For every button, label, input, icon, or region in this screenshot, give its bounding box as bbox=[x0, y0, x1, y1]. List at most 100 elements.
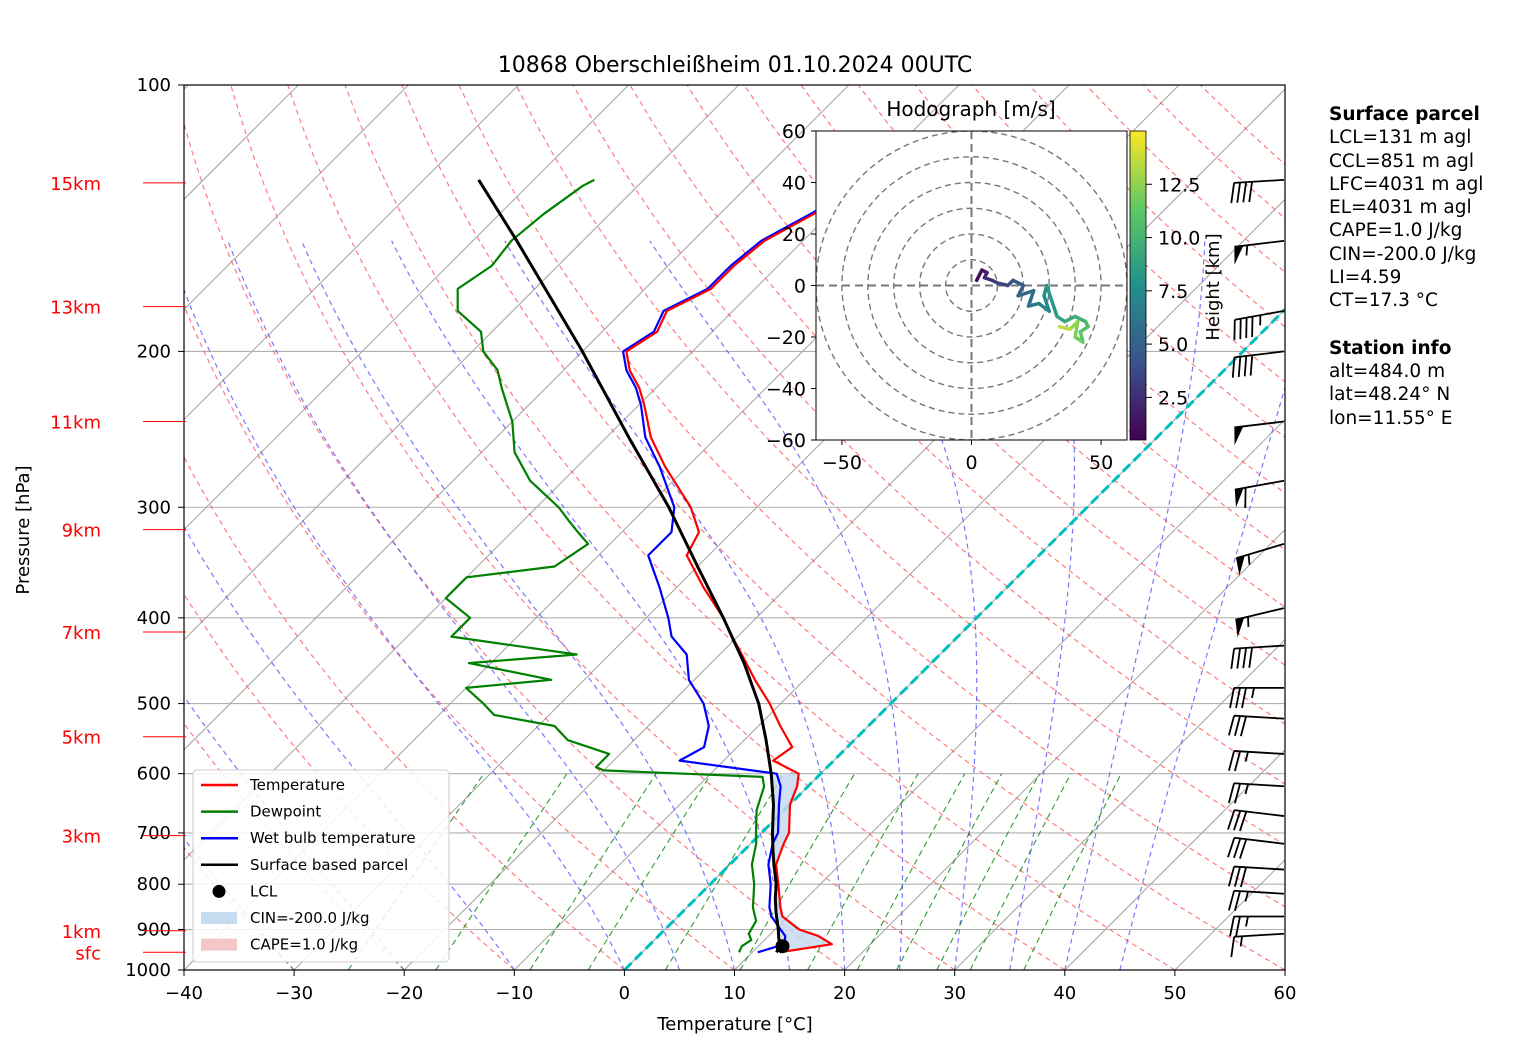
isotherm-line bbox=[184, 85, 519, 421]
colorbar-tick-label: 12.5 bbox=[1158, 174, 1200, 196]
x-tick-label: −40 bbox=[165, 983, 203, 1004]
isotherm-line bbox=[954, 638, 1285, 970]
station-info-line: lat=48.24° N bbox=[1329, 384, 1451, 406]
barb-half bbox=[1244, 751, 1249, 762]
p-tick-label: 300 bbox=[137, 497, 171, 518]
x-tick-label: 50 bbox=[1163, 983, 1186, 1004]
station-info-line: alt=484.0 m bbox=[1329, 360, 1446, 382]
height-label: 15km bbox=[50, 174, 101, 195]
barb-full bbox=[1235, 687, 1241, 709]
colorbar-tick-label: 7.5 bbox=[1158, 281, 1188, 303]
wind-barb bbox=[1228, 714, 1285, 737]
barb-full bbox=[1234, 890, 1241, 912]
hodograph-y-label: −60 bbox=[766, 430, 806, 452]
cin-area bbox=[771, 773, 832, 953]
legend-label: Surface based parcel bbox=[250, 856, 408, 874]
barb-pennant bbox=[1235, 617, 1245, 638]
isotherm-line bbox=[184, 85, 850, 751]
mixing-ratio-line bbox=[664, 773, 785, 970]
barb-shaft bbox=[1234, 782, 1285, 788]
p-tick-label: 800 bbox=[137, 874, 171, 895]
barb-full bbox=[1230, 648, 1235, 669]
barb-shaft bbox=[1234, 350, 1285, 359]
station-info-heading: Station info bbox=[1329, 337, 1452, 359]
barb-full bbox=[1227, 837, 1236, 858]
dry-adiabat-line bbox=[344, 85, 1176, 970]
mixing-ratio-line bbox=[1023, 773, 1122, 970]
legend-label: Temperature bbox=[249, 776, 345, 794]
dry-adiabat-line bbox=[184, 455, 625, 970]
wind-barb bbox=[1230, 178, 1285, 204]
hodograph-trace bbox=[1042, 294, 1051, 313]
hodograph-trace bbox=[1073, 314, 1088, 324]
wind-barb bbox=[1234, 239, 1285, 265]
mixing-ratio-line bbox=[856, 773, 966, 970]
profile-lines bbox=[444, 178, 887, 954]
hodograph-trace bbox=[995, 281, 1010, 288]
wetbulb-line bbox=[621, 178, 883, 954]
barb-full bbox=[1234, 783, 1241, 804]
barb-pennant bbox=[1234, 426, 1244, 446]
wind-barb bbox=[1227, 809, 1285, 832]
mixing-ratio-line bbox=[587, 773, 712, 970]
legend-label: Wet bulb temperature bbox=[250, 829, 416, 847]
barb-shaft bbox=[1234, 889, 1285, 895]
barb-full bbox=[1242, 647, 1247, 669]
legend-swatch-patch bbox=[201, 912, 237, 924]
barb-full bbox=[1239, 811, 1248, 832]
isotherm-line bbox=[1064, 749, 1285, 970]
barb-full bbox=[1236, 182, 1241, 203]
height-label: 1km bbox=[62, 922, 101, 943]
p-tick-label: 200 bbox=[137, 341, 171, 362]
mixing-ratio-line bbox=[435, 773, 568, 970]
barb-full bbox=[1241, 687, 1247, 709]
barb-half bbox=[1244, 783, 1249, 795]
wind-barb bbox=[1229, 915, 1284, 937]
hodograph-ring bbox=[867, 181, 1076, 390]
barb-full bbox=[1236, 648, 1241, 669]
barb-half bbox=[1244, 891, 1249, 902]
barb-shaft bbox=[1234, 420, 1285, 429]
hodograph-colorbar bbox=[1129, 130, 1147, 441]
barb-full bbox=[1240, 716, 1247, 737]
barb-full bbox=[1234, 866, 1241, 887]
height-label: 3km bbox=[62, 827, 101, 848]
barb-full bbox=[1242, 182, 1247, 203]
wind-barb bbox=[1228, 865, 1285, 888]
barb-half bbox=[1245, 916, 1249, 927]
dry-adiabat-line bbox=[230, 85, 956, 970]
moist-adiabat-line bbox=[1119, 385, 1285, 970]
surface-parcel-line: LI=4.59 bbox=[1329, 267, 1402, 289]
barb-full bbox=[1243, 355, 1248, 377]
barb-shaft bbox=[1235, 543, 1285, 560]
hodograph-y-label: 20 bbox=[782, 224, 806, 246]
legend-swatch-dot bbox=[212, 884, 226, 898]
isotherm-line bbox=[513, 198, 1285, 970]
hodograph-x-label: 50 bbox=[1089, 452, 1113, 474]
p-tick-label: 500 bbox=[137, 694, 171, 715]
barb-pennant bbox=[1234, 488, 1244, 508]
barb-full bbox=[1234, 715, 1241, 736]
barb-full bbox=[1240, 867, 1247, 888]
hodograph-trace bbox=[1057, 324, 1072, 332]
height-label: 7km bbox=[62, 623, 101, 644]
height-label: sfc bbox=[75, 943, 101, 964]
barb-shaft bbox=[1234, 809, 1285, 817]
p-tick-label: 400 bbox=[137, 608, 171, 629]
height-label: 13km bbox=[50, 298, 101, 319]
colorbar-ticks: 2.5 5.0 7.5 10.0 12.5 bbox=[1146, 174, 1200, 409]
barb-full bbox=[1248, 647, 1253, 668]
wind-barb bbox=[1234, 420, 1285, 446]
wind-barb bbox=[1234, 479, 1285, 509]
hodograph-trace bbox=[1016, 288, 1036, 298]
surface-parcel-line: LCL=131 m agl bbox=[1329, 127, 1472, 149]
colorbar-tick-label: 5.0 bbox=[1158, 334, 1188, 356]
barb-half bbox=[1239, 936, 1243, 947]
barb-pennant bbox=[1234, 245, 1244, 265]
isotherm-line bbox=[184, 85, 740, 641]
hodograph-ring bbox=[944, 259, 999, 312]
barb-shaft bbox=[1234, 714, 1285, 720]
barb-full bbox=[1228, 715, 1235, 736]
colorbar-label: Height [km] bbox=[1203, 233, 1224, 340]
